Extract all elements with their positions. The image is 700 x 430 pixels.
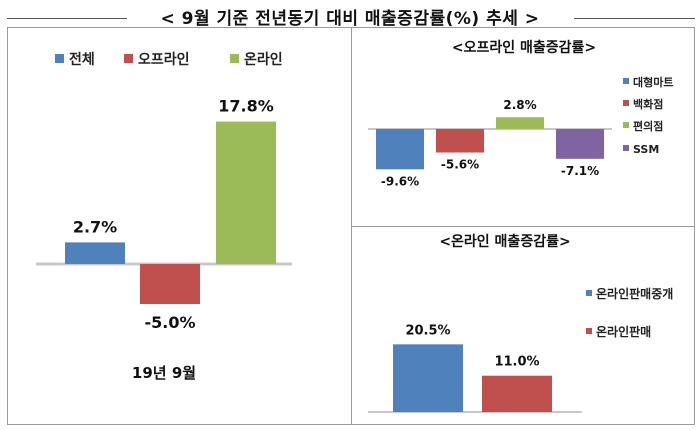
legend-swatch-전체 — [55, 54, 64, 63]
data-label-전체: 2.7% — [73, 217, 117, 236]
data-label-ssm: -7.1% — [561, 164, 599, 178]
page-title-row: < 9월 기준 전년동기 대비 매출증감률(%) 추세 > — [0, 0, 700, 36]
legend-label-전체: 전체 — [69, 51, 95, 68]
panel-divider-horizontal — [351, 226, 695, 227]
legend-swatch-온라인판매중개 — [586, 290, 592, 296]
data-label-편의점: 2.8% — [503, 98, 536, 112]
data-label-온라인판매중개: 20.5% — [405, 323, 450, 338]
legend-label-대형마트: 대형마트 — [633, 75, 673, 89]
bar-온라인판매 — [482, 375, 552, 412]
page-title-text: < 9월 기준 전년동기 대비 매출증감률(%) 추세 > — [150, 9, 550, 29]
legend-label-오프라인: 오프라인 — [138, 51, 190, 68]
bar-편의점 — [496, 117, 544, 129]
bar-전체 — [65, 242, 125, 264]
legend-label-ssm: SSM — [633, 143, 659, 156]
legend-swatch-온라인 — [230, 54, 239, 63]
bar-온라인판매중개 — [393, 344, 463, 412]
legend-swatch-오프라인 — [124, 54, 133, 63]
legend-label-백화점: 백화점 — [633, 97, 663, 111]
legend-label-온라인판매: 온라인판매 — [596, 324, 651, 339]
data-label-오프라인: -5.0% — [144, 313, 195, 332]
online-chart-title: <온라인 매출증감률> — [439, 233, 570, 250]
offline-chart-title: <오프라인 매출증감률> — [452, 39, 596, 56]
bar-온라인 — [216, 121, 276, 264]
legend-label-온라인판매중개: 온라인판매중개 — [596, 286, 673, 301]
bar-오프라인 — [140, 264, 200, 304]
bar-대형마트 — [376, 129, 424, 170]
data-label-백화점: -5.6% — [441, 158, 479, 172]
legend-swatch-대형마트 — [623, 78, 629, 84]
data-label-대형마트: -9.6% — [381, 174, 419, 188]
title-rule-left — [7, 18, 127, 19]
data-label-온라인판매: 11.0% — [494, 355, 539, 370]
legend-label-편의점: 편의점 — [633, 119, 663, 133]
page-title: < 9월 기준 전년동기 대비 매출증감률(%) 추세 > — [0, 4, 700, 29]
x-axis-label: 19년 9월 — [132, 364, 196, 382]
data-label-온라인: 17.8% — [218, 97, 274, 116]
title-rule-right — [574, 18, 695, 19]
legend-swatch-ssm — [623, 145, 629, 151]
legend-swatch-백화점 — [623, 100, 629, 106]
legend-label-온라인: 온라인 — [244, 51, 283, 68]
bar-ssm — [556, 129, 604, 159]
legend-swatch-온라인판매 — [586, 328, 592, 334]
bar-백화점 — [436, 129, 484, 153]
legend-swatch-편의점 — [623, 122, 629, 128]
